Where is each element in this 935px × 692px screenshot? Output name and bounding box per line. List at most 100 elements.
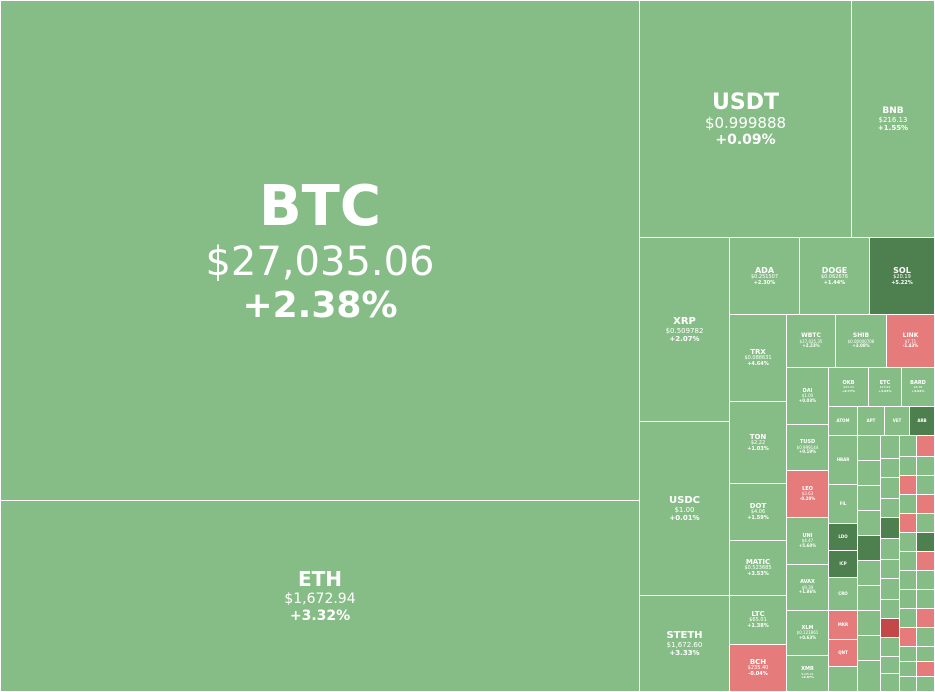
tile-small[interactable] bbox=[899, 627, 917, 647]
tile-shib[interactable]: SHIB $0.00000708 +3.08% bbox=[835, 314, 887, 368]
tile-okb[interactable]: OKB $43.44 +0.77% bbox=[828, 367, 869, 407]
tile-xrp[interactable]: XRP $0.509782 +2.07% bbox=[639, 237, 730, 422]
tile-leo[interactable]: LEO $3.63 -0.20% bbox=[786, 470, 829, 518]
tile-arb[interactable]: ARB bbox=[909, 406, 935, 436]
tile-ldo[interactable]: LDO bbox=[828, 523, 858, 551]
tile-small[interactable] bbox=[880, 637, 900, 657]
tile-bard[interactable]: BARD $4.38 +4.02% bbox=[901, 367, 935, 407]
tile-wbtc[interactable]: WBTC $27,025.35 +2.23% bbox=[786, 314, 836, 368]
tile-small[interactable] bbox=[899, 532, 917, 552]
tile-small[interactable] bbox=[899, 589, 917, 609]
tile-small[interactable] bbox=[880, 656, 900, 674]
tile-tusd[interactable]: TUSD $0.999144 +0.19% bbox=[786, 424, 829, 471]
tile-small[interactable] bbox=[880, 477, 900, 499]
tile-small[interactable] bbox=[828, 666, 858, 692]
tile-small[interactable] bbox=[857, 660, 881, 692]
tile-atom[interactable]: ATOM bbox=[828, 406, 858, 436]
tile-small[interactable] bbox=[916, 627, 935, 647]
tile-change: -0.20% bbox=[799, 495, 816, 501]
tile-small[interactable] bbox=[916, 513, 935, 533]
tile-symbol: BTC bbox=[259, 173, 381, 239]
tile-eth[interactable]: ETH $1,672.94 +3.32% bbox=[0, 500, 640, 692]
tile-xlm[interactable]: XLM $0.121861 +0.63% bbox=[786, 610, 829, 656]
tile-matic[interactable]: MATIC $0.523685 +3.53% bbox=[729, 540, 787, 596]
tile-price: $0.999144 bbox=[796, 444, 819, 450]
tile-small[interactable] bbox=[857, 435, 881, 461]
tile-small[interactable] bbox=[857, 485, 881, 511]
tile-small[interactable] bbox=[899, 456, 917, 476]
tile-hbar[interactable]: HBAR bbox=[828, 435, 858, 485]
tile-small[interactable] bbox=[880, 618, 900, 638]
tile-small[interactable] bbox=[916, 589, 935, 609]
tile-small[interactable] bbox=[916, 661, 935, 677]
tile-small[interactable] bbox=[857, 560, 881, 586]
tile-icp[interactable]: ICP bbox=[828, 550, 858, 578]
tile-trx[interactable]: TRX $0.088631 +4.64% bbox=[729, 314, 787, 402]
tile-small[interactable] bbox=[880, 498, 900, 518]
tile-small[interactable] bbox=[899, 435, 917, 457]
tile-small[interactable] bbox=[916, 494, 935, 514]
tile-small[interactable] bbox=[880, 599, 900, 619]
tile-sol[interactable]: SOL $20.19 +5.22% bbox=[869, 237, 935, 315]
tile-usdc[interactable]: USDC $1.00 +0.01% bbox=[639, 421, 730, 596]
tile-vet[interactable]: VET bbox=[884, 406, 910, 436]
tile-dai[interactable]: DAI $1.00 +0.03% bbox=[786, 367, 829, 425]
tile-small[interactable] bbox=[857, 535, 881, 561]
tile-qnt[interactable]: QNT bbox=[828, 639, 858, 667]
tile-small[interactable] bbox=[857, 610, 881, 636]
tile-small[interactable] bbox=[916, 570, 935, 590]
tile-mkr[interactable]: MKR bbox=[828, 610, 858, 640]
tile-small[interactable] bbox=[899, 494, 917, 514]
tile-small[interactable] bbox=[916, 456, 935, 476]
tile-doge[interactable]: DOGE $0.062676 +1.44% bbox=[799, 237, 870, 315]
tile-symbol: OKB bbox=[842, 379, 855, 386]
tile-ltc[interactable]: LTC $65.01 +1.38% bbox=[729, 595, 787, 645]
tile-small[interactable] bbox=[916, 646, 935, 662]
tile-ada[interactable]: ADA $0.251507 +2.30% bbox=[729, 237, 800, 315]
tile-link[interactable]: LINK $7.71 -1.43% bbox=[886, 314, 935, 368]
tile-small[interactable] bbox=[857, 635, 881, 661]
tile-small[interactable] bbox=[899, 570, 917, 590]
tile-small[interactable] bbox=[899, 475, 917, 495]
tile-small[interactable] bbox=[916, 608, 935, 628]
tile-small[interactable] bbox=[857, 510, 881, 536]
tile-small[interactable] bbox=[857, 585, 881, 611]
tile-small[interactable] bbox=[899, 676, 917, 692]
tile-usdt[interactable]: USDT $0.999888 +0.09% bbox=[639, 0, 852, 238]
tile-small[interactable] bbox=[899, 661, 917, 677]
tile-change: -0.04% bbox=[748, 671, 768, 678]
tile-small[interactable] bbox=[899, 646, 917, 662]
tile-avax[interactable]: AVAX $9.39 +1.86% bbox=[786, 564, 829, 611]
tile-xmr[interactable]: XMR $145.01 +0.87% bbox=[786, 655, 829, 692]
tile-small[interactable] bbox=[880, 458, 900, 478]
tile-ton[interactable]: TON $2.22 +1.03% bbox=[729, 401, 787, 484]
tile-small[interactable] bbox=[899, 551, 917, 571]
tile-small[interactable] bbox=[899, 513, 917, 533]
tile-small[interactable] bbox=[916, 532, 935, 552]
tile-symbol: USDC bbox=[669, 494, 700, 506]
tile-bch[interactable]: BCH $235.40 -0.04% bbox=[729, 644, 787, 692]
tile-apt[interactable]: APT bbox=[857, 406, 885, 436]
tile-cro[interactable]: CRO bbox=[828, 577, 858, 611]
tile-small[interactable] bbox=[880, 673, 900, 692]
tile-small[interactable] bbox=[880, 538, 900, 560]
tile-small[interactable] bbox=[916, 475, 935, 495]
tile-small[interactable] bbox=[916, 435, 935, 457]
tile-small[interactable] bbox=[916, 676, 935, 692]
tile-dot[interactable]: DOT $4.06 +1.59% bbox=[729, 483, 787, 541]
tile-small[interactable] bbox=[880, 435, 900, 459]
tile-steth[interactable]: STETH $1,672.60 +3.33% bbox=[639, 595, 730, 692]
tile-small[interactable] bbox=[916, 551, 935, 571]
tile-price: $3.63 bbox=[801, 491, 814, 497]
tile-uni[interactable]: UNI $4.47 +5.60% bbox=[786, 517, 829, 565]
tile-fil[interactable]: FIL bbox=[828, 484, 858, 524]
tile-small[interactable] bbox=[880, 559, 900, 579]
tile-small[interactable] bbox=[880, 578, 900, 600]
tile-small[interactable] bbox=[899, 608, 917, 628]
tile-etc[interactable]: ETC $15.99 +3.03% bbox=[868, 367, 902, 407]
tile-small[interactable] bbox=[880, 517, 900, 539]
tile-btc[interactable]: BTC $27,035.06 +2.38% bbox=[0, 0, 640, 501]
tile-small[interactable] bbox=[857, 460, 881, 486]
tile-bnb[interactable]: BNB $216.13 +1.55% bbox=[851, 0, 935, 238]
tile-symbol: FIL bbox=[839, 500, 847, 506]
